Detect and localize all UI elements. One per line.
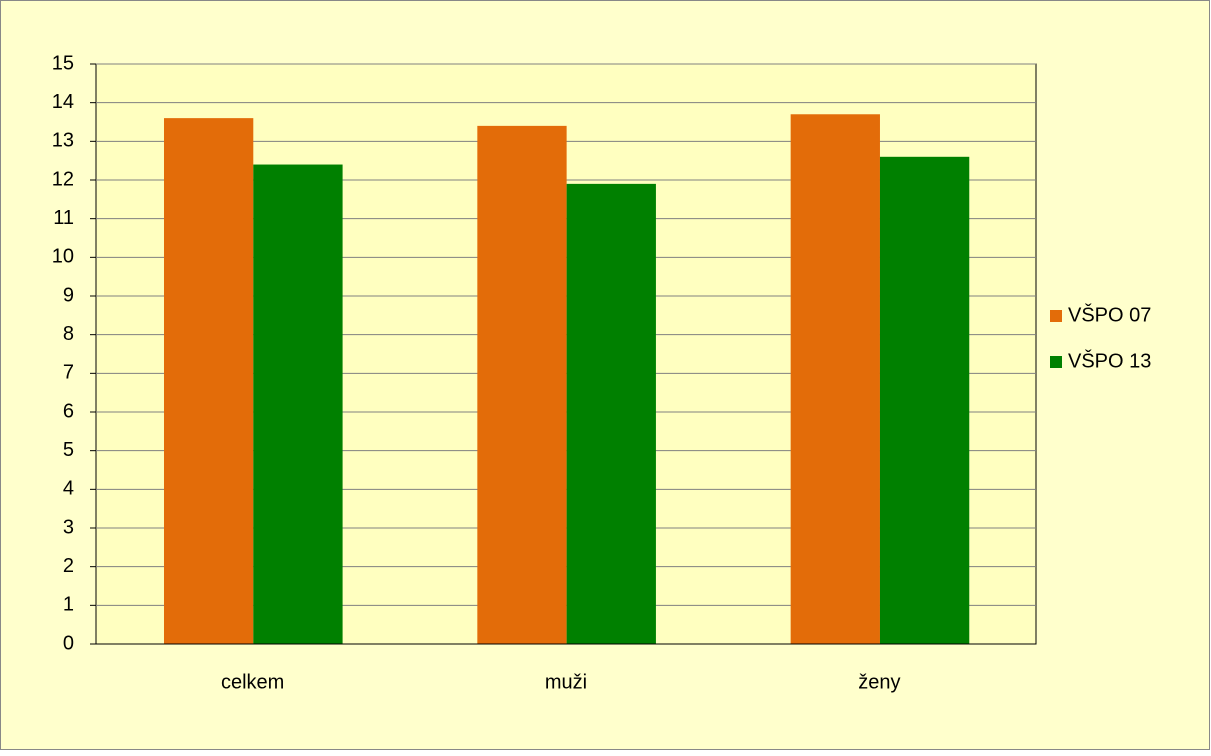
y-tick-label: 12 bbox=[52, 168, 74, 190]
y-tick-label: 5 bbox=[63, 439, 74, 461]
bar bbox=[790, 114, 880, 645]
y-tick-label: 10 bbox=[52, 246, 74, 268]
bar bbox=[566, 183, 656, 644]
y-tick-label: 1 bbox=[63, 594, 74, 616]
y-tick-label: 13 bbox=[52, 130, 74, 152]
y-tick-label: 15 bbox=[52, 52, 74, 74]
y-tick-label: 14 bbox=[52, 91, 74, 113]
y-tick-label: 3 bbox=[63, 516, 74, 538]
bar bbox=[163, 118, 254, 645]
legend-swatch bbox=[1050, 310, 1062, 322]
y-tick-label: 0 bbox=[63, 632, 74, 654]
bar bbox=[477, 125, 567, 644]
y-tick-label: 9 bbox=[63, 284, 74, 306]
x-tick-label: muži bbox=[545, 671, 587, 693]
x-tick-label: ženy bbox=[858, 671, 900, 693]
legend-label: VŠPO 13 bbox=[1068, 349, 1151, 372]
y-tick-label: 4 bbox=[63, 478, 74, 500]
legend-swatch bbox=[1050, 356, 1062, 368]
x-tick-label: celkem bbox=[221, 671, 284, 693]
y-tick-label: 11 bbox=[53, 207, 74, 229]
y-tick-label: 8 bbox=[63, 323, 74, 345]
legend-label: VŠPO 07 bbox=[1068, 303, 1151, 326]
bar bbox=[253, 164, 343, 645]
y-tick-label: 7 bbox=[63, 362, 74, 384]
y-tick-label: 2 bbox=[63, 555, 74, 577]
y-tick-label: 6 bbox=[63, 400, 74, 422]
bar bbox=[879, 156, 970, 645]
